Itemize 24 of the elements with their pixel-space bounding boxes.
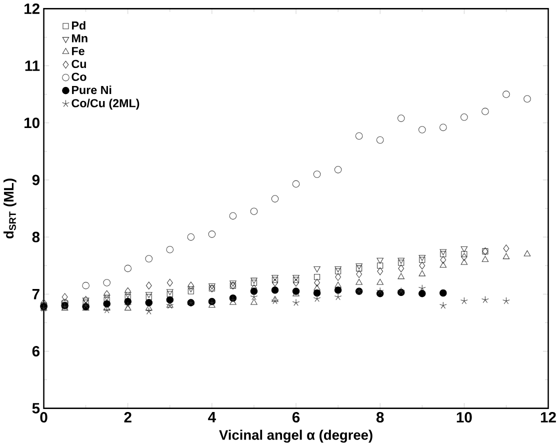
x-tick-label: 2 (124, 412, 132, 422)
y-axis-title: d$_{SRT}$ (ML) (4, 178, 16, 238)
y-tick-label: 6 (32, 346, 40, 356)
y-tick-label: 7 (32, 288, 40, 300)
legend-label: Co/Cu (2ML) (72, 98, 140, 110)
y-tick-label: 9 (32, 174, 40, 186)
legend-label: Pd (72, 21, 86, 30)
legend-label: Mn (72, 34, 88, 42)
y-tick-label: 5 (32, 403, 40, 414)
y-tick-label: 8 (32, 232, 40, 242)
legend-label: Fe (72, 46, 84, 56)
x-tick-label: 0 (40, 412, 48, 422)
legend-label: Co (72, 72, 86, 81)
x-tick-label: 6 (292, 412, 300, 422)
x-tick-label: 8 (376, 412, 384, 422)
legend-label: Pure Ni (72, 86, 112, 94)
y-tick-label: 10 (24, 118, 40, 128)
x-tick-label: 12 (540, 412, 556, 422)
x-axis-title: Vicinal angel α (degree) (219, 430, 372, 443)
y-tick-label: 11 (25, 60, 40, 71)
x-tick-label: 4 (208, 412, 216, 422)
x-tick-label: 10 (456, 412, 472, 422)
y-tick-label: 12 (24, 3, 40, 14)
legend-label: Cu (72, 60, 86, 68)
